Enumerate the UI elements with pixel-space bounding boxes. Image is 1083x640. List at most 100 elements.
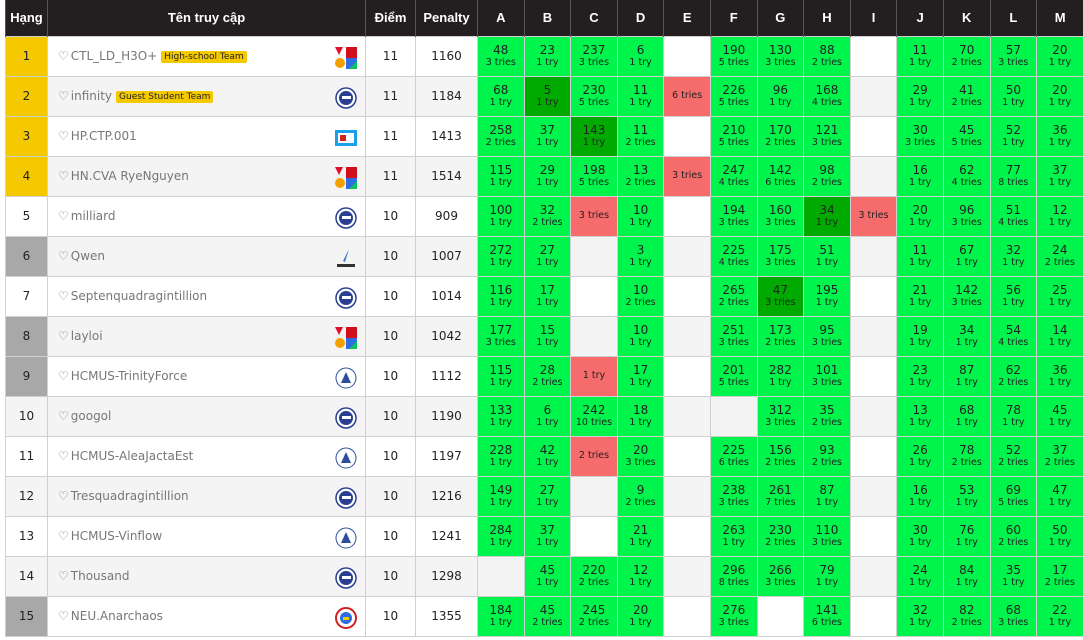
header-problem-d[interactable]: D xyxy=(616,0,664,36)
problem-cell-a[interactable]: 177 3 tries xyxy=(477,315,525,357)
problem-cell-h[interactable]: 98 2 tries xyxy=(803,155,851,197)
problem-cell-m[interactable]: 20 1 try xyxy=(1036,75,1083,117)
problem-cell-g[interactable]: 47 3 tries xyxy=(756,275,805,317)
problem-cell-j[interactable]: 11 1 try xyxy=(896,35,944,77)
problem-cell-g[interactable]: 266 3 tries xyxy=(756,555,805,597)
problem-cell-m[interactable]: 20 1 try xyxy=(1036,35,1083,77)
problem-cell-l[interactable]: 60 2 tries xyxy=(989,515,1038,557)
problem-cell-f[interactable]: 296 8 tries xyxy=(709,555,758,597)
problem-cell-j[interactable]: 19 1 try xyxy=(896,315,944,357)
problem-cell-b[interactable]: 45 2 tries xyxy=(523,595,572,637)
problem-cell-k[interactable]: 45 5 tries xyxy=(942,115,991,157)
problem-cell-j[interactable]: 11 1 try xyxy=(896,235,944,277)
problem-cell-f[interactable]: 225 4 tries xyxy=(709,235,758,277)
header-problem-h[interactable]: H xyxy=(803,0,851,36)
problem-cell-m[interactable]: 25 1 try xyxy=(1036,275,1083,317)
problem-cell-k[interactable]: 78 2 tries xyxy=(942,435,991,477)
problem-cell-g[interactable]: 170 2 tries xyxy=(756,115,805,157)
heart-icon[interactable]: ♡ xyxy=(58,209,69,223)
problem-cell-j[interactable]: 30 1 try xyxy=(896,515,944,557)
problem-cell-c[interactable]: 242 10 tries xyxy=(570,395,618,437)
problem-cell-h[interactable]: 35 2 tries xyxy=(803,395,851,437)
problem-cell-m[interactable]: 14 1 try xyxy=(1036,315,1083,357)
problem-cell-a[interactable]: 133 1 try xyxy=(477,395,525,437)
problem-cell-l[interactable]: 77 8 tries xyxy=(989,155,1038,197)
problem-cell-c[interactable] xyxy=(570,315,618,357)
heart-icon[interactable]: ♡ xyxy=(58,289,69,303)
problem-cell-b[interactable]: 27 1 try xyxy=(523,475,572,517)
problem-cell-i[interactable] xyxy=(849,155,898,197)
problem-cell-j[interactable]: 23 1 try xyxy=(896,355,944,397)
team-name[interactable]: HP.CTP.001 xyxy=(70,129,137,143)
problem-cell-m[interactable]: 50 1 try xyxy=(1036,515,1083,557)
problem-cell-m[interactable]: 37 1 try xyxy=(1036,155,1083,197)
problem-cell-f[interactable]: 238 3 tries xyxy=(709,475,758,517)
team-name[interactable]: HCMUS-AleaJactaEst xyxy=(70,449,194,463)
problem-cell-k[interactable]: 76 1 try xyxy=(942,515,991,557)
problem-cell-d[interactable]: 13 2 tries xyxy=(616,155,665,197)
heart-icon[interactable]: ♡ xyxy=(58,49,69,63)
problem-cell-i[interactable] xyxy=(849,315,898,357)
heart-icon[interactable]: ♡ xyxy=(58,529,69,543)
problem-cell-k[interactable]: 87 1 try xyxy=(942,355,991,397)
problem-cell-e[interactable] xyxy=(663,195,711,237)
header-problem-c[interactable]: C xyxy=(570,0,618,36)
problem-cell-i[interactable] xyxy=(849,435,898,477)
problem-cell-d[interactable]: 18 1 try xyxy=(616,395,665,437)
problem-cell-i[interactable] xyxy=(849,115,898,157)
heart-icon[interactable]: ♡ xyxy=(58,369,69,383)
problem-cell-k[interactable]: 53 1 try xyxy=(942,475,991,517)
problem-cell-g[interactable] xyxy=(756,595,805,637)
problem-cell-f[interactable] xyxy=(709,395,758,437)
problem-cell-m[interactable]: 24 2 tries xyxy=(1036,235,1083,277)
problem-cell-b[interactable]: 17 1 try xyxy=(523,275,572,317)
problem-cell-i[interactable] xyxy=(849,555,898,597)
problem-cell-h[interactable]: 79 1 try xyxy=(803,555,851,597)
problem-cell-d[interactable]: 10 1 try xyxy=(616,195,665,237)
problem-cell-h[interactable]: 141 6 tries xyxy=(803,595,851,637)
problem-cell-i[interactable] xyxy=(849,475,898,517)
problem-cell-b[interactable]: 23 1 try xyxy=(523,35,572,77)
problem-cell-m[interactable]: 17 2 tries xyxy=(1036,555,1083,597)
problem-cell-a[interactable]: 115 1 try xyxy=(477,355,525,397)
problem-cell-g[interactable]: 175 3 tries xyxy=(756,235,805,277)
problem-cell-a[interactable]: 48 3 tries xyxy=(477,35,525,77)
problem-cell-e[interactable] xyxy=(663,435,711,477)
problem-cell-k[interactable]: 41 2 tries xyxy=(942,75,991,117)
problem-cell-d[interactable]: 10 1 try xyxy=(616,315,665,357)
problem-cell-f[interactable]: 210 5 tries xyxy=(709,115,758,157)
problem-cell-g[interactable]: 160 3 tries xyxy=(756,195,805,237)
problem-cell-e[interactable] xyxy=(663,595,711,637)
heart-icon[interactable]: ♡ xyxy=(58,249,69,263)
problem-cell-b[interactable]: 45 1 try xyxy=(523,555,572,597)
problem-cell-c[interactable]: 230 5 tries xyxy=(570,75,618,117)
team-name[interactable]: milliard xyxy=(70,209,116,223)
problem-cell-d[interactable]: 11 2 tries xyxy=(616,115,665,157)
problem-cell-c[interactable] xyxy=(570,475,618,517)
problem-cell-c[interactable] xyxy=(570,235,618,277)
problem-cell-b[interactable]: 29 1 try xyxy=(523,155,572,197)
header-problem-f[interactable]: F xyxy=(709,0,758,36)
problem-cell-c[interactable] xyxy=(570,515,618,557)
problem-cell-f[interactable]: 276 3 tries xyxy=(709,595,758,637)
problem-cell-k[interactable]: 96 3 tries xyxy=(942,195,991,237)
header-problem-l[interactable]: L xyxy=(989,0,1037,36)
problem-cell-c[interactable]: 245 2 tries xyxy=(570,595,618,637)
problem-cell-a[interactable]: 100 1 try xyxy=(477,195,525,237)
problem-cell-f[interactable]: 251 3 tries xyxy=(709,315,758,357)
problem-cell-f[interactable]: 226 5 tries xyxy=(709,75,758,117)
problem-cell-k[interactable]: 67 1 try xyxy=(942,235,991,277)
problem-cell-l[interactable]: 35 1 try xyxy=(989,555,1038,597)
problem-cell-e[interactable] xyxy=(663,315,711,357)
problem-cell-g[interactable]: 156 2 tries xyxy=(756,435,805,477)
problem-cell-h[interactable]: 34 1 try xyxy=(803,195,851,237)
problem-cell-e[interactable] xyxy=(663,115,711,157)
problem-cell-l[interactable]: 62 2 tries xyxy=(989,355,1038,397)
problem-cell-j[interactable]: 21 1 try xyxy=(896,275,944,317)
problem-cell-a[interactable]: 149 1 try xyxy=(477,475,525,517)
problem-cell-g[interactable]: 130 3 tries xyxy=(756,35,805,77)
problem-cell-d[interactable]: 21 1 try xyxy=(616,515,665,557)
header-problem-j[interactable]: J xyxy=(896,0,944,36)
